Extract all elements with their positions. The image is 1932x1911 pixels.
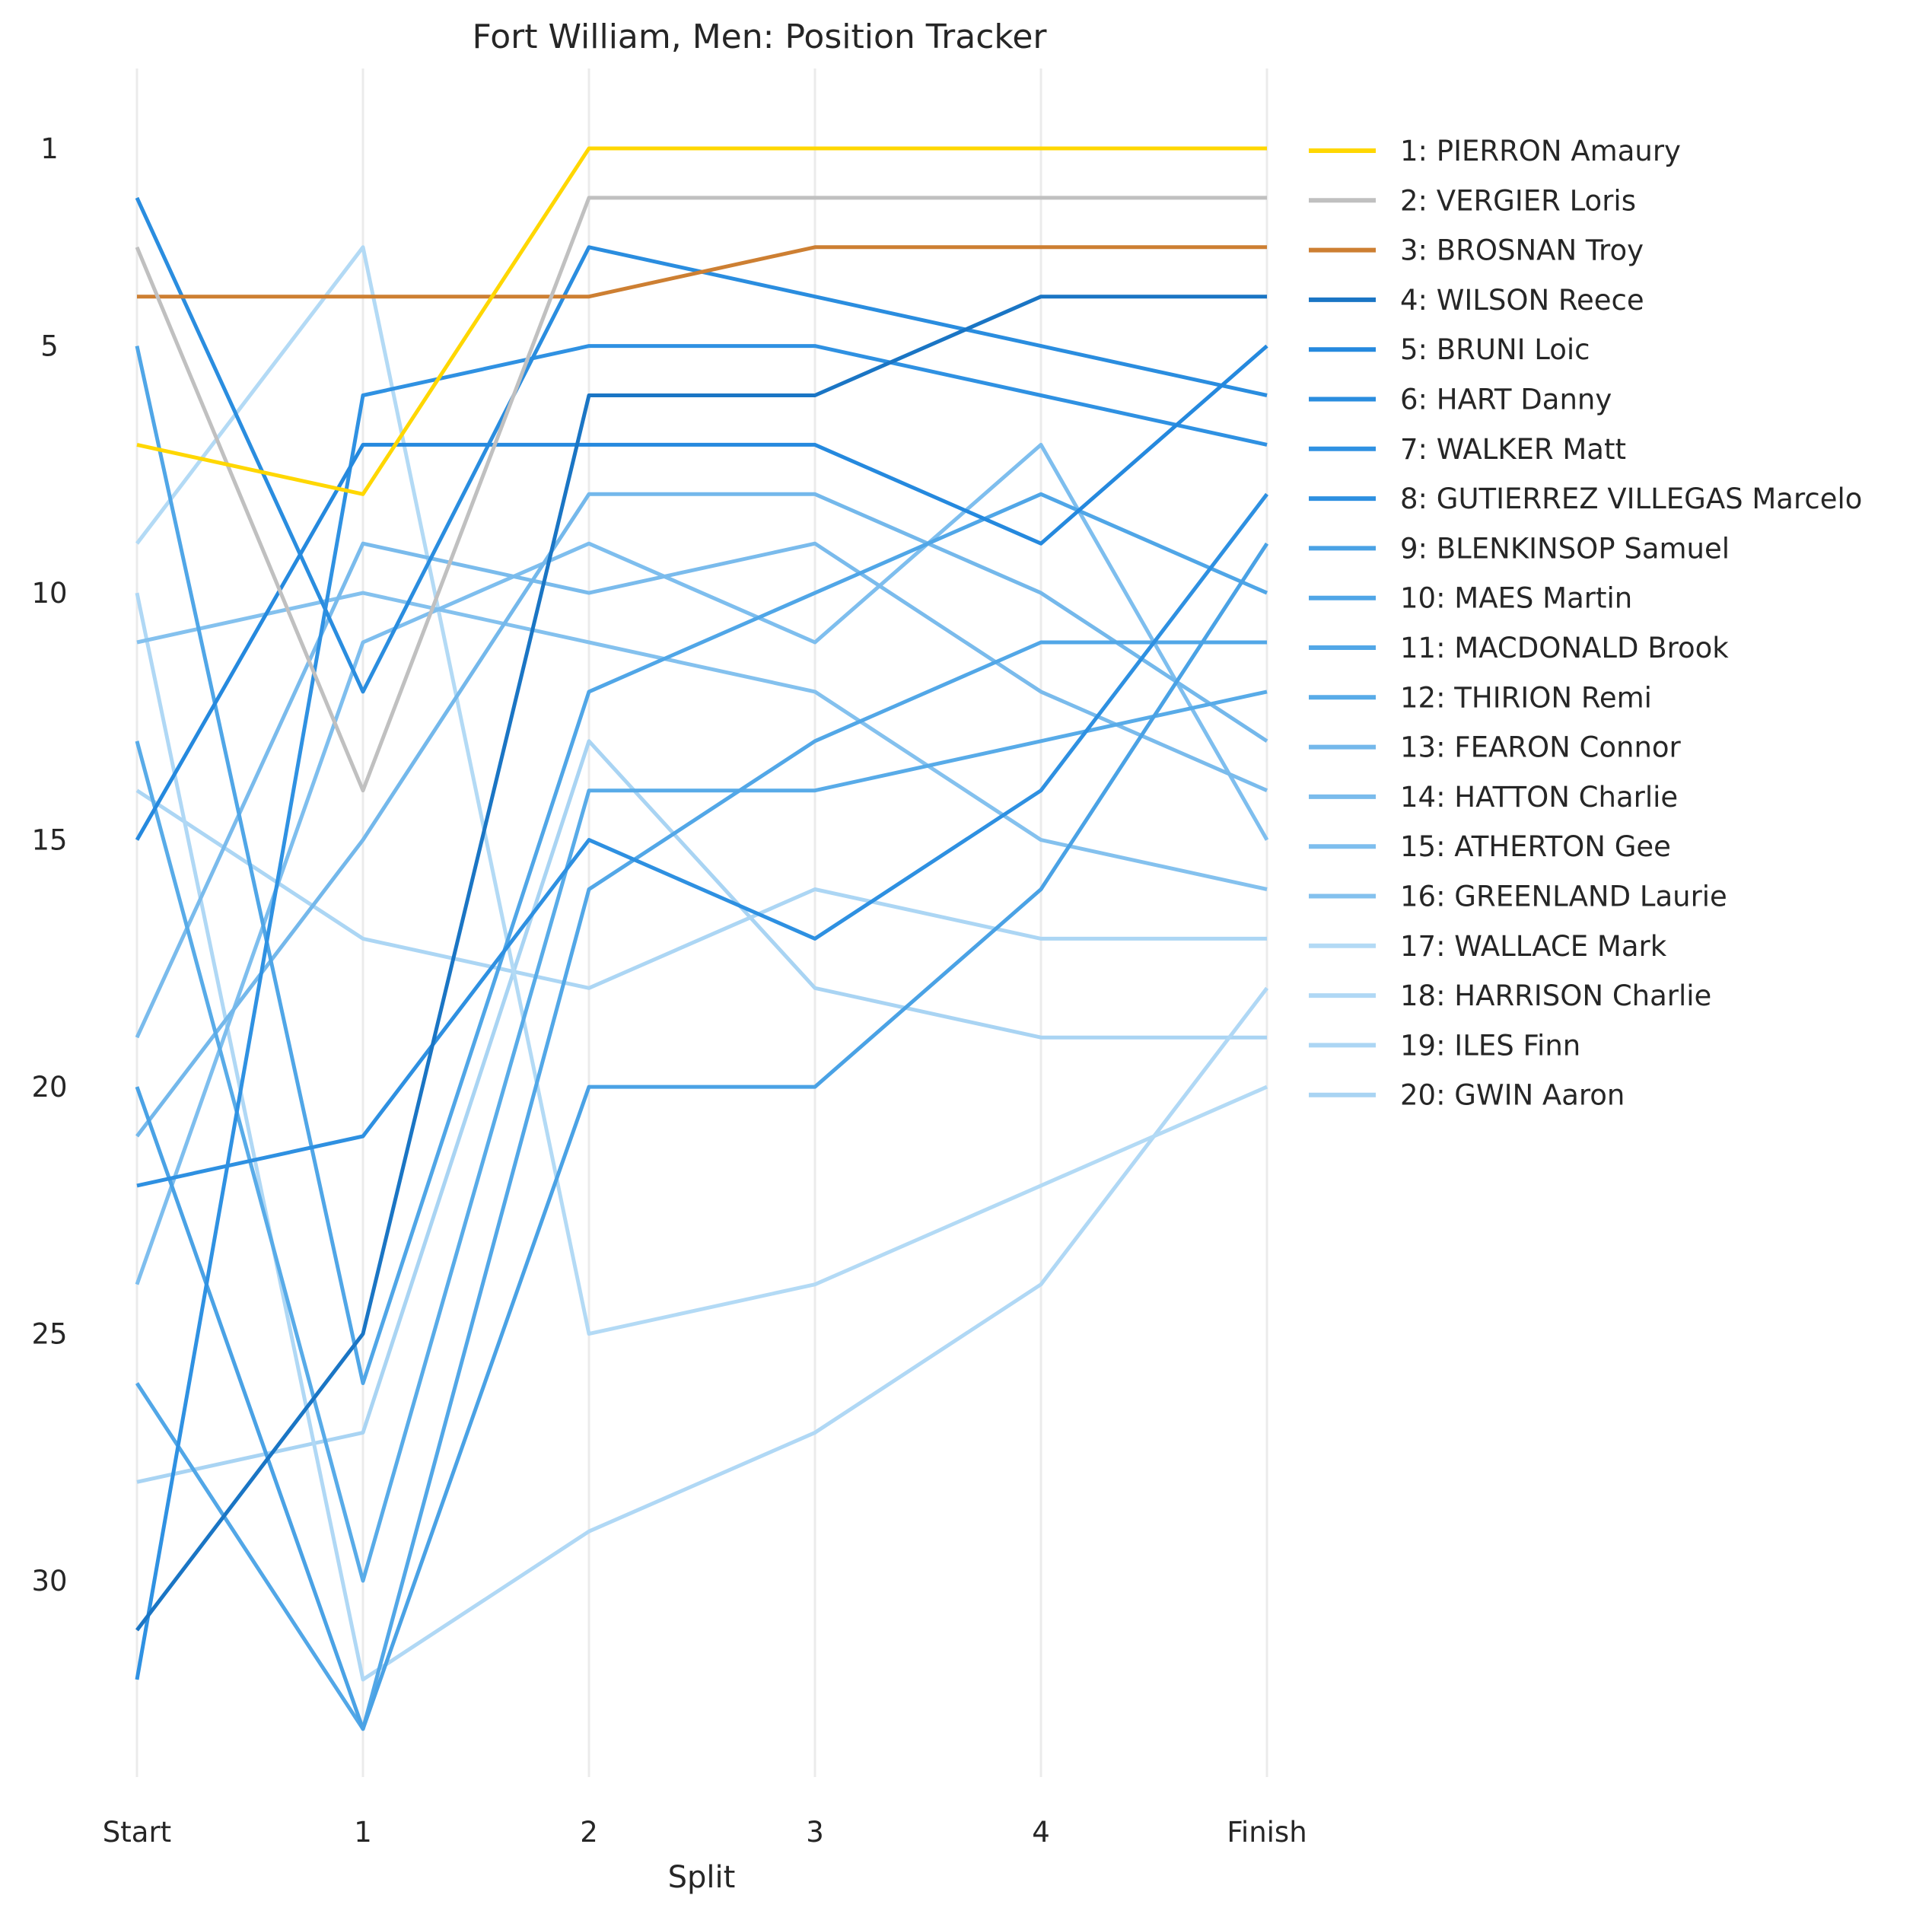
- y-tick-label: 10: [31, 577, 67, 610]
- series-line-14: [135, 541, 1268, 1039]
- x-gridlines: [135, 68, 1268, 1777]
- series-line-4: [135, 295, 1267, 1632]
- legend-label: 14: HATTON Charlie: [1400, 781, 1678, 814]
- x-tick-label: 4: [1032, 1816, 1050, 1849]
- series-line-18: [135, 592, 1268, 1682]
- x-axis-label: Split: [668, 1860, 736, 1895]
- legend-label: 9: BLENKINSOP Samuel: [1400, 532, 1730, 565]
- legend-label: 17: WALLACE Mark: [1400, 930, 1667, 963]
- x-tick-label: 3: [806, 1816, 824, 1849]
- legend-label: 10: MAES Martin: [1400, 582, 1632, 615]
- legend: 1: PIERRON Amaury 2: VERGIER Loris 3: BROS…: [1309, 135, 1862, 1112]
- x-tick-labels: Start 1 2 3 4 Finish: [103, 1816, 1307, 1849]
- x-tick-label: 2: [580, 1816, 598, 1849]
- legend-label: 8: GUTIERREZ VILLEGAS Marcelo: [1400, 483, 1862, 515]
- x-tick-label: 1: [354, 1816, 372, 1849]
- legend-label: 11: MACDONALD Brook: [1400, 632, 1729, 664]
- legend-label: 15: ATHERTON Gee: [1400, 830, 1671, 863]
- series-line-16: [136, 591, 1268, 891]
- series-line-13: [135, 492, 1268, 1138]
- series-line-1: [136, 146, 1267, 496]
- legend-label: 1: PIERRON Amaury: [1400, 135, 1681, 167]
- x-tick-label: Finish: [1227, 1816, 1307, 1849]
- series-line-19: [135, 788, 1267, 990]
- legend-label: 5: BRUNI Loic: [1400, 333, 1590, 366]
- series-line-11: [135, 640, 1267, 1731]
- legend-label: 20: GWIN Aaron: [1400, 1079, 1625, 1112]
- series-line-8: [136, 492, 1268, 1188]
- chart-title: Fort William, Men: Position Tracker: [473, 18, 1048, 56]
- y-tick-label: 1: [40, 132, 59, 165]
- legend-label: 18: HARRISON Charlie: [1400, 979, 1711, 1012]
- y-tick-label: 30: [31, 1565, 67, 1597]
- legend-label: 19: ILES Finn: [1400, 1029, 1580, 1062]
- legend-label: 12: THIRION Remi: [1400, 681, 1652, 714]
- series-line-2: [135, 196, 1267, 793]
- series-line-9: [135, 542, 1269, 1731]
- series-line-12: [135, 690, 1268, 1583]
- y-tick-label: 25: [31, 1318, 67, 1351]
- legend-label: 13: FEARON Connor: [1400, 731, 1682, 764]
- series-line-3: [137, 245, 1267, 299]
- y-tick-label: 15: [31, 824, 67, 857]
- legend-label: 2: VERGIER Loris: [1400, 184, 1636, 217]
- series-line-5: [135, 344, 1268, 841]
- series-lines: [135, 146, 1269, 1731]
- legend-label: 4: WILSON Reece: [1400, 284, 1644, 317]
- y-tick-label: 20: [31, 1071, 67, 1104]
- legend-label: 16: GREENLAND Laurie: [1400, 881, 1727, 913]
- y-tick-label: 5: [40, 330, 59, 363]
- legend-label: 6: HART Danny: [1400, 384, 1612, 416]
- x-tick-label: Start: [103, 1816, 171, 1849]
- legend-label: 7: WALKER Matt: [1400, 433, 1626, 466]
- legend-label: 3: BROSNAN Troy: [1400, 234, 1644, 267]
